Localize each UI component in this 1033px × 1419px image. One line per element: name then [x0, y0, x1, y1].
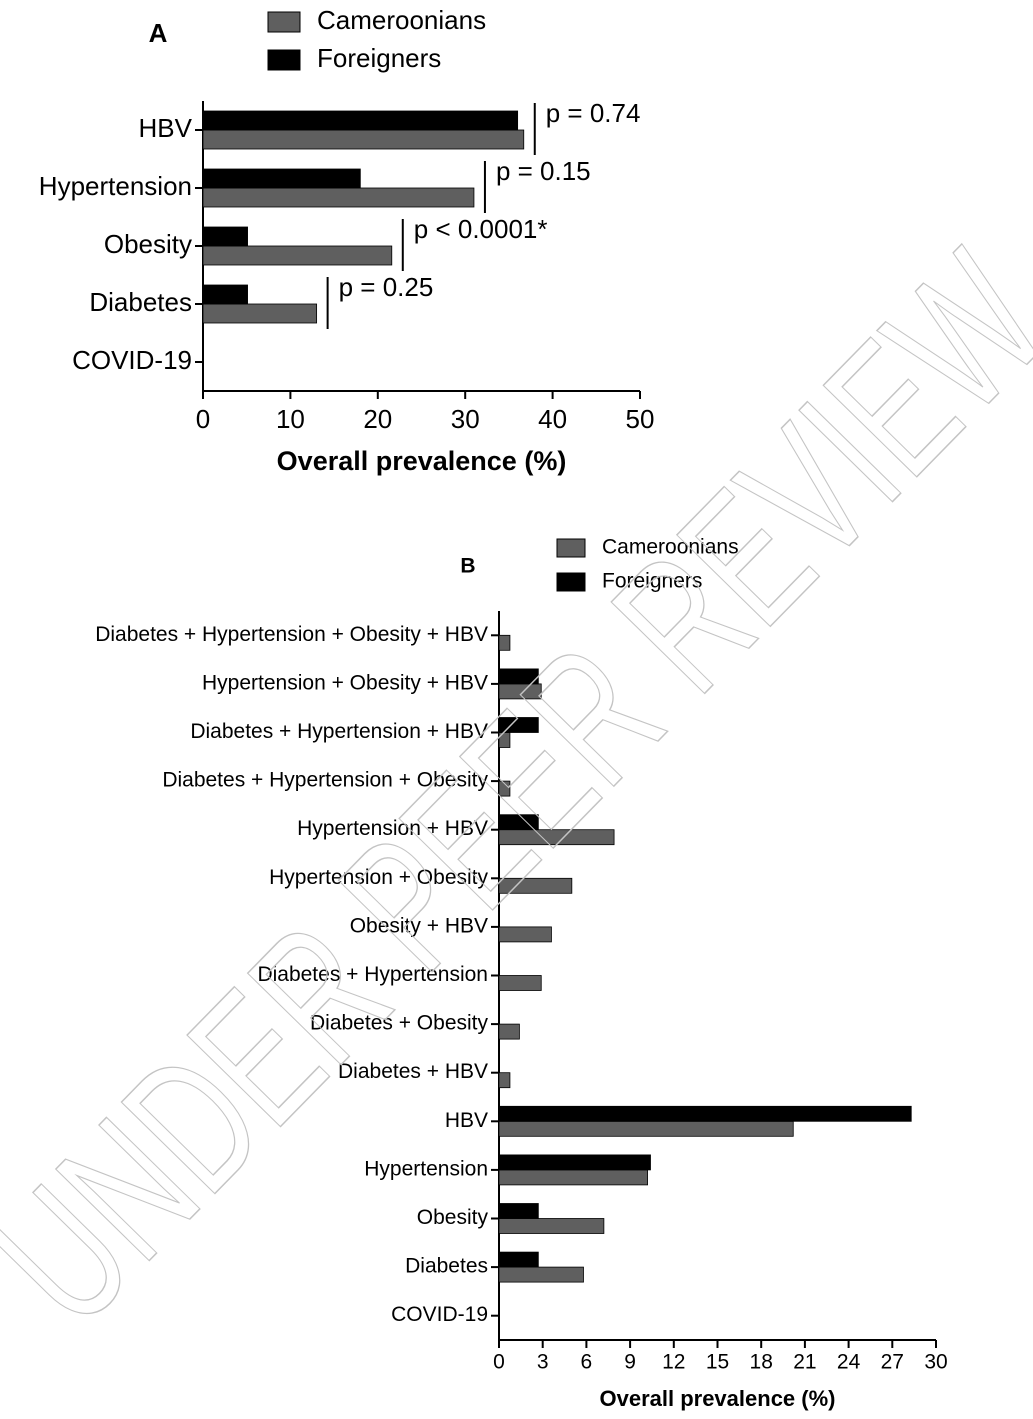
- bar: [202, 245, 393, 266]
- y-tick-label: Diabetes + Hypertension + Obesity: [162, 769, 488, 792]
- x-axis-label: Overall prevalence (%): [599, 1386, 835, 1411]
- x-tick-label: 3: [537, 1351, 549, 1374]
- x-tick-label: 30: [924, 1351, 947, 1374]
- y-tick-label: Diabetes + Hypertension: [257, 963, 488, 986]
- x-tick-label: 27: [881, 1351, 904, 1374]
- legend-label: Cameroonians: [602, 536, 739, 559]
- legend-swatch: [267, 49, 301, 71]
- y-tick-label: Diabetes + Hypertension + Obesity + HBV: [95, 623, 488, 646]
- y-tick-label: Hypertension + Obesity + HBV: [202, 671, 488, 694]
- y-tick-label: Hypertension: [39, 171, 192, 201]
- y-tick-label: COVID-19: [391, 1303, 488, 1326]
- x-tick-label: 10: [276, 404, 305, 434]
- panel-label: A: [149, 18, 168, 48]
- y-tick-label: Diabetes + HBV: [338, 1060, 488, 1083]
- legend-swatch: [267, 11, 301, 33]
- x-tick-label: 50: [626, 404, 655, 434]
- legend-label: Foreigners: [602, 570, 702, 593]
- bar: [498, 634, 511, 651]
- bar: [498, 1266, 584, 1283]
- bar: [498, 1251, 539, 1268]
- y-tick-label: Obesity + HBV: [350, 914, 488, 937]
- bar: [202, 129, 525, 150]
- bar: [498, 926, 552, 943]
- bar: [498, 829, 615, 846]
- bar: [498, 1154, 651, 1171]
- legend-swatch: [556, 538, 586, 558]
- y-tick-label: Obesity: [417, 1206, 489, 1229]
- x-tick-label: 9: [624, 1351, 636, 1374]
- bar: [498, 1072, 511, 1089]
- p-value-annotation: p = 0.25: [339, 272, 434, 302]
- x-tick-label: 21: [793, 1351, 816, 1374]
- y-tick-label: Obesity: [104, 229, 192, 259]
- p-value-annotation: p = 0.74: [546, 98, 641, 128]
- x-tick-label: 40: [538, 404, 567, 434]
- p-value-annotation: p = 0.15: [496, 156, 591, 186]
- x-tick-label: 15: [706, 1351, 729, 1374]
- y-tick-label: HBV: [139, 113, 193, 143]
- bar: [202, 187, 475, 208]
- bar: [498, 1105, 912, 1122]
- bar: [498, 814, 539, 831]
- bar: [498, 877, 573, 894]
- watermark: UNDER PEER REVIEW: [0, 215, 1033, 1364]
- y-tick-label: Diabetes: [89, 287, 192, 317]
- y-tick-label: COVID-19: [72, 345, 192, 375]
- x-tick-label: 24: [837, 1351, 861, 1374]
- bar: [498, 975, 542, 991]
- bar: [498, 717, 539, 733]
- bar: [498, 780, 511, 797]
- y-tick-label: Diabetes + Hypertension + HBV: [190, 720, 488, 743]
- x-tick-label: 0: [493, 1351, 505, 1374]
- legend-swatch: [556, 572, 586, 592]
- legend-label: Foreigners: [317, 43, 441, 73]
- y-tick-label: HBV: [445, 1109, 488, 1132]
- x-tick-label: 30: [451, 404, 480, 434]
- y-tick-label: Hypertension + Obesity: [269, 866, 488, 889]
- bar: [202, 168, 361, 189]
- bar: [498, 668, 539, 685]
- bar: [498, 1023, 520, 1040]
- legend-label: Cameroonians: [317, 5, 486, 35]
- bar: [202, 303, 318, 324]
- bar: [498, 1120, 794, 1137]
- p-value-annotation: p < 0.0001*: [414, 214, 548, 244]
- bar: [498, 1169, 648, 1186]
- panel-label: B: [460, 555, 475, 578]
- bar: [498, 1218, 605, 1234]
- y-tick-label: Hypertension: [364, 1157, 488, 1180]
- x-tick-label: 20: [363, 404, 392, 434]
- x-tick-label: 0: [196, 404, 210, 434]
- bar: [202, 226, 248, 247]
- x-tick-label: 6: [581, 1351, 593, 1374]
- y-tick-label: Diabetes + Obesity: [310, 1012, 489, 1035]
- x-tick-label: 18: [750, 1351, 773, 1374]
- y-tick-label: Hypertension + HBV: [297, 817, 488, 840]
- bar: [498, 1203, 539, 1219]
- bar: [202, 110, 519, 131]
- y-tick-label: Diabetes: [405, 1255, 488, 1278]
- x-axis-label: Overall prevalence (%): [277, 446, 567, 476]
- bar: [202, 284, 248, 305]
- x-tick-label: 12: [662, 1351, 685, 1374]
